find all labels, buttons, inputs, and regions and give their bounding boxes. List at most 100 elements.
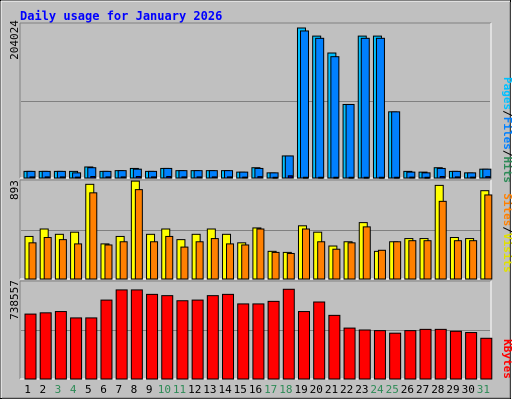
bar-sites bbox=[74, 243, 83, 280]
bar-pages bbox=[318, 176, 324, 179]
bar-pages bbox=[485, 176, 491, 179]
bar-pages bbox=[363, 176, 369, 179]
bar-sites bbox=[301, 228, 310, 280]
bar-kbytes bbox=[176, 300, 189, 380]
legend-kbytes: KBytes bbox=[501, 339, 512, 379]
panel-hits-files-pages: 204024 bbox=[8, 20, 492, 179]
bar-kbytes bbox=[54, 311, 67, 380]
bar-pages bbox=[439, 176, 445, 179]
bar-kbytes bbox=[358, 329, 371, 380]
bar-sites bbox=[286, 252, 295, 280]
svg-text:Sites/Visits: Sites/Visits bbox=[501, 193, 512, 273]
panel-kbytes: 738557 bbox=[8, 280, 493, 380]
bar-pages bbox=[29, 176, 35, 179]
y-axis-max-hits: 204024 bbox=[8, 20, 21, 60]
bar-kbytes bbox=[313, 301, 326, 380]
bar-pages bbox=[394, 176, 400, 179]
x-tick-label: 12 bbox=[188, 383, 201, 396]
bar-files bbox=[299, 30, 309, 179]
bar-sites bbox=[89, 192, 98, 280]
bar-kbytes bbox=[24, 313, 37, 380]
bar-kbytes bbox=[222, 293, 235, 380]
x-tick-label: 19 bbox=[294, 383, 307, 396]
bar-kbytes bbox=[282, 288, 295, 380]
bar-pages bbox=[120, 176, 126, 179]
bar-kbytes bbox=[419, 328, 432, 380]
legend-separator: / bbox=[501, 150, 512, 157]
bar-sites bbox=[43, 237, 52, 280]
bar-sites bbox=[271, 251, 280, 280]
plot-area bbox=[20, 23, 491, 178]
panel-visits-sites: 893 bbox=[8, 179, 493, 280]
bar-sites bbox=[119, 241, 128, 280]
bar-sites bbox=[347, 242, 356, 280]
bar-pages bbox=[59, 176, 65, 179]
bar-sites bbox=[377, 249, 386, 280]
x-tick-label: 28 bbox=[431, 383, 444, 396]
bar-pages bbox=[257, 176, 263, 179]
x-tick-label: 6 bbox=[100, 383, 107, 396]
bar-sites bbox=[150, 241, 159, 280]
legend-files: Files bbox=[501, 117, 512, 150]
x-tick-label: 22 bbox=[340, 383, 353, 396]
bar-sites bbox=[241, 244, 250, 280]
bar-pages bbox=[378, 176, 384, 179]
bar-kbytes bbox=[252, 303, 265, 380]
bar-sites bbox=[453, 240, 462, 280]
bar-pages bbox=[227, 176, 233, 179]
legend-separator: / bbox=[501, 226, 512, 233]
x-tick-label: 8 bbox=[131, 383, 138, 396]
legend-kbytes-label: KBytes bbox=[501, 339, 512, 379]
x-tick-label: 29 bbox=[446, 383, 459, 396]
bar-sites bbox=[362, 226, 371, 280]
bar-sites bbox=[393, 241, 402, 280]
bar-kbytes bbox=[130, 289, 143, 380]
bar-pages bbox=[454, 176, 460, 179]
bar-sites bbox=[195, 241, 204, 280]
x-tick-label: 7 bbox=[115, 383, 122, 396]
bar-sites bbox=[317, 241, 326, 280]
bar-files bbox=[391, 111, 401, 179]
x-tick-label: 23 bbox=[355, 383, 368, 396]
x-tick-label: 3 bbox=[55, 383, 62, 396]
bar-sites bbox=[438, 200, 447, 280]
x-tick-label: 18 bbox=[279, 383, 292, 396]
bar-files bbox=[360, 37, 370, 179]
bar-pages bbox=[166, 176, 172, 179]
x-tick-label: 31 bbox=[477, 383, 490, 396]
bar-pages bbox=[470, 176, 476, 179]
x-tick-label: 27 bbox=[416, 383, 429, 396]
bar-kbytes bbox=[434, 328, 447, 380]
bar-kbytes bbox=[297, 311, 310, 380]
bar-pages bbox=[424, 176, 430, 179]
x-tick-label: 16 bbox=[249, 383, 262, 396]
bar-sites bbox=[484, 194, 493, 280]
bar-pages bbox=[135, 176, 141, 179]
bar-pages bbox=[272, 176, 278, 179]
x-tick-label: 25 bbox=[386, 383, 399, 396]
bar-files bbox=[284, 155, 294, 179]
svg-text:Pages/Files/Hits: Pages/Files/Hits bbox=[501, 77, 512, 183]
x-tick-label: 5 bbox=[85, 383, 92, 396]
bar-kbytes bbox=[85, 317, 98, 380]
x-tick-label: 1 bbox=[24, 383, 31, 396]
x-tick-label: 10 bbox=[158, 383, 171, 396]
y-axis-max-kbytes: 738557 bbox=[8, 280, 21, 320]
x-tick-label: 4 bbox=[70, 383, 77, 396]
bar-pages bbox=[105, 176, 111, 179]
bar-kbytes bbox=[161, 295, 174, 380]
bar-pages bbox=[348, 176, 354, 179]
bar-pages bbox=[181, 176, 187, 179]
bar-sites bbox=[165, 235, 174, 280]
bar-pages bbox=[242, 176, 248, 179]
bar-kbytes bbox=[100, 299, 113, 380]
legend-hits: Hits bbox=[501, 157, 512, 184]
x-tick-label: 20 bbox=[310, 383, 323, 396]
bar-pages bbox=[333, 176, 339, 179]
bar-kbytes bbox=[191, 299, 204, 380]
x-tick-label: 13 bbox=[203, 383, 216, 396]
legend-visits-sites: Sites/Visits bbox=[501, 193, 512, 273]
legend-separator: / bbox=[501, 110, 512, 117]
legend-pages: Pages bbox=[501, 77, 512, 110]
